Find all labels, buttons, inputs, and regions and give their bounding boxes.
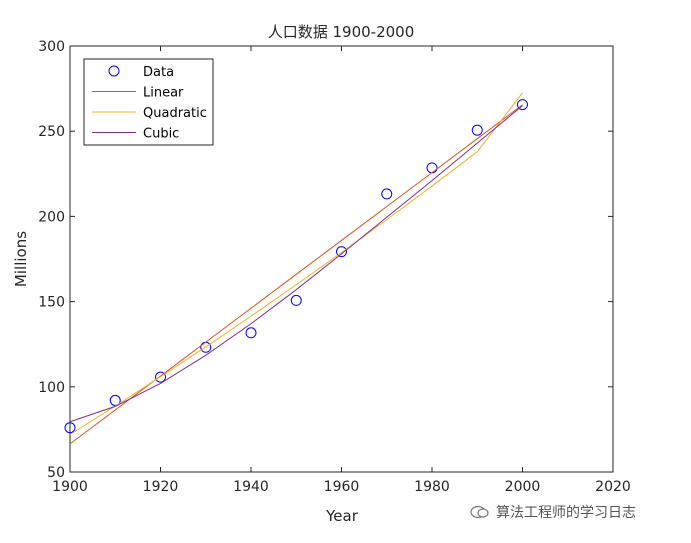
legend-label-data: Data [143,65,174,80]
legend-box [83,58,214,146]
y-tick-label: 300 [38,39,65,55]
x-axis-label: Year [325,507,359,525]
y-tick-label: 100 [38,380,65,396]
legend: Data Linear Quadratic Cubic [83,58,214,146]
cubic-fit-line [69,105,523,423]
legend-swatch-data [108,65,120,77]
x-tick-label: 1920 [143,479,179,495]
x-tick-label: 1900 [52,479,88,495]
wechat-icon [470,505,490,519]
x-tick-label: 1960 [324,479,360,495]
data-point [290,294,302,306]
x-tick-label: 1980 [414,479,450,495]
y-tick-label: 200 [38,209,65,225]
data-point [471,124,483,136]
y-tick-label: 250 [38,124,65,140]
data-point [245,327,257,339]
x-tick-label: 2020 [595,479,631,495]
legend-label-quadratic: Quadratic [143,106,207,121]
x-tick-label: 1940 [233,479,269,495]
watermark-text: 算法工程师的学习日志 [496,505,636,521]
x-tick-label: 2000 [505,479,541,495]
linear-fit-line [69,104,523,445]
y-tick-label: 50 [47,465,65,481]
data-point [109,394,121,406]
data-point [381,188,393,200]
watermark: 算法工程师的学习日志 [470,502,636,522]
legend-label-cubic: Cubic [143,127,179,142]
data-point [517,99,528,111]
legend-label-linear: Linear [143,86,184,101]
y-axis-label: Millions [12,231,30,287]
chart-title: 人口数据 1900-2000 [268,23,415,41]
y-tick-label: 150 [38,295,65,311]
data-point [64,422,76,434]
quadratic-fit-line [69,92,523,435]
data-point [336,246,347,258]
data-point [155,371,166,383]
